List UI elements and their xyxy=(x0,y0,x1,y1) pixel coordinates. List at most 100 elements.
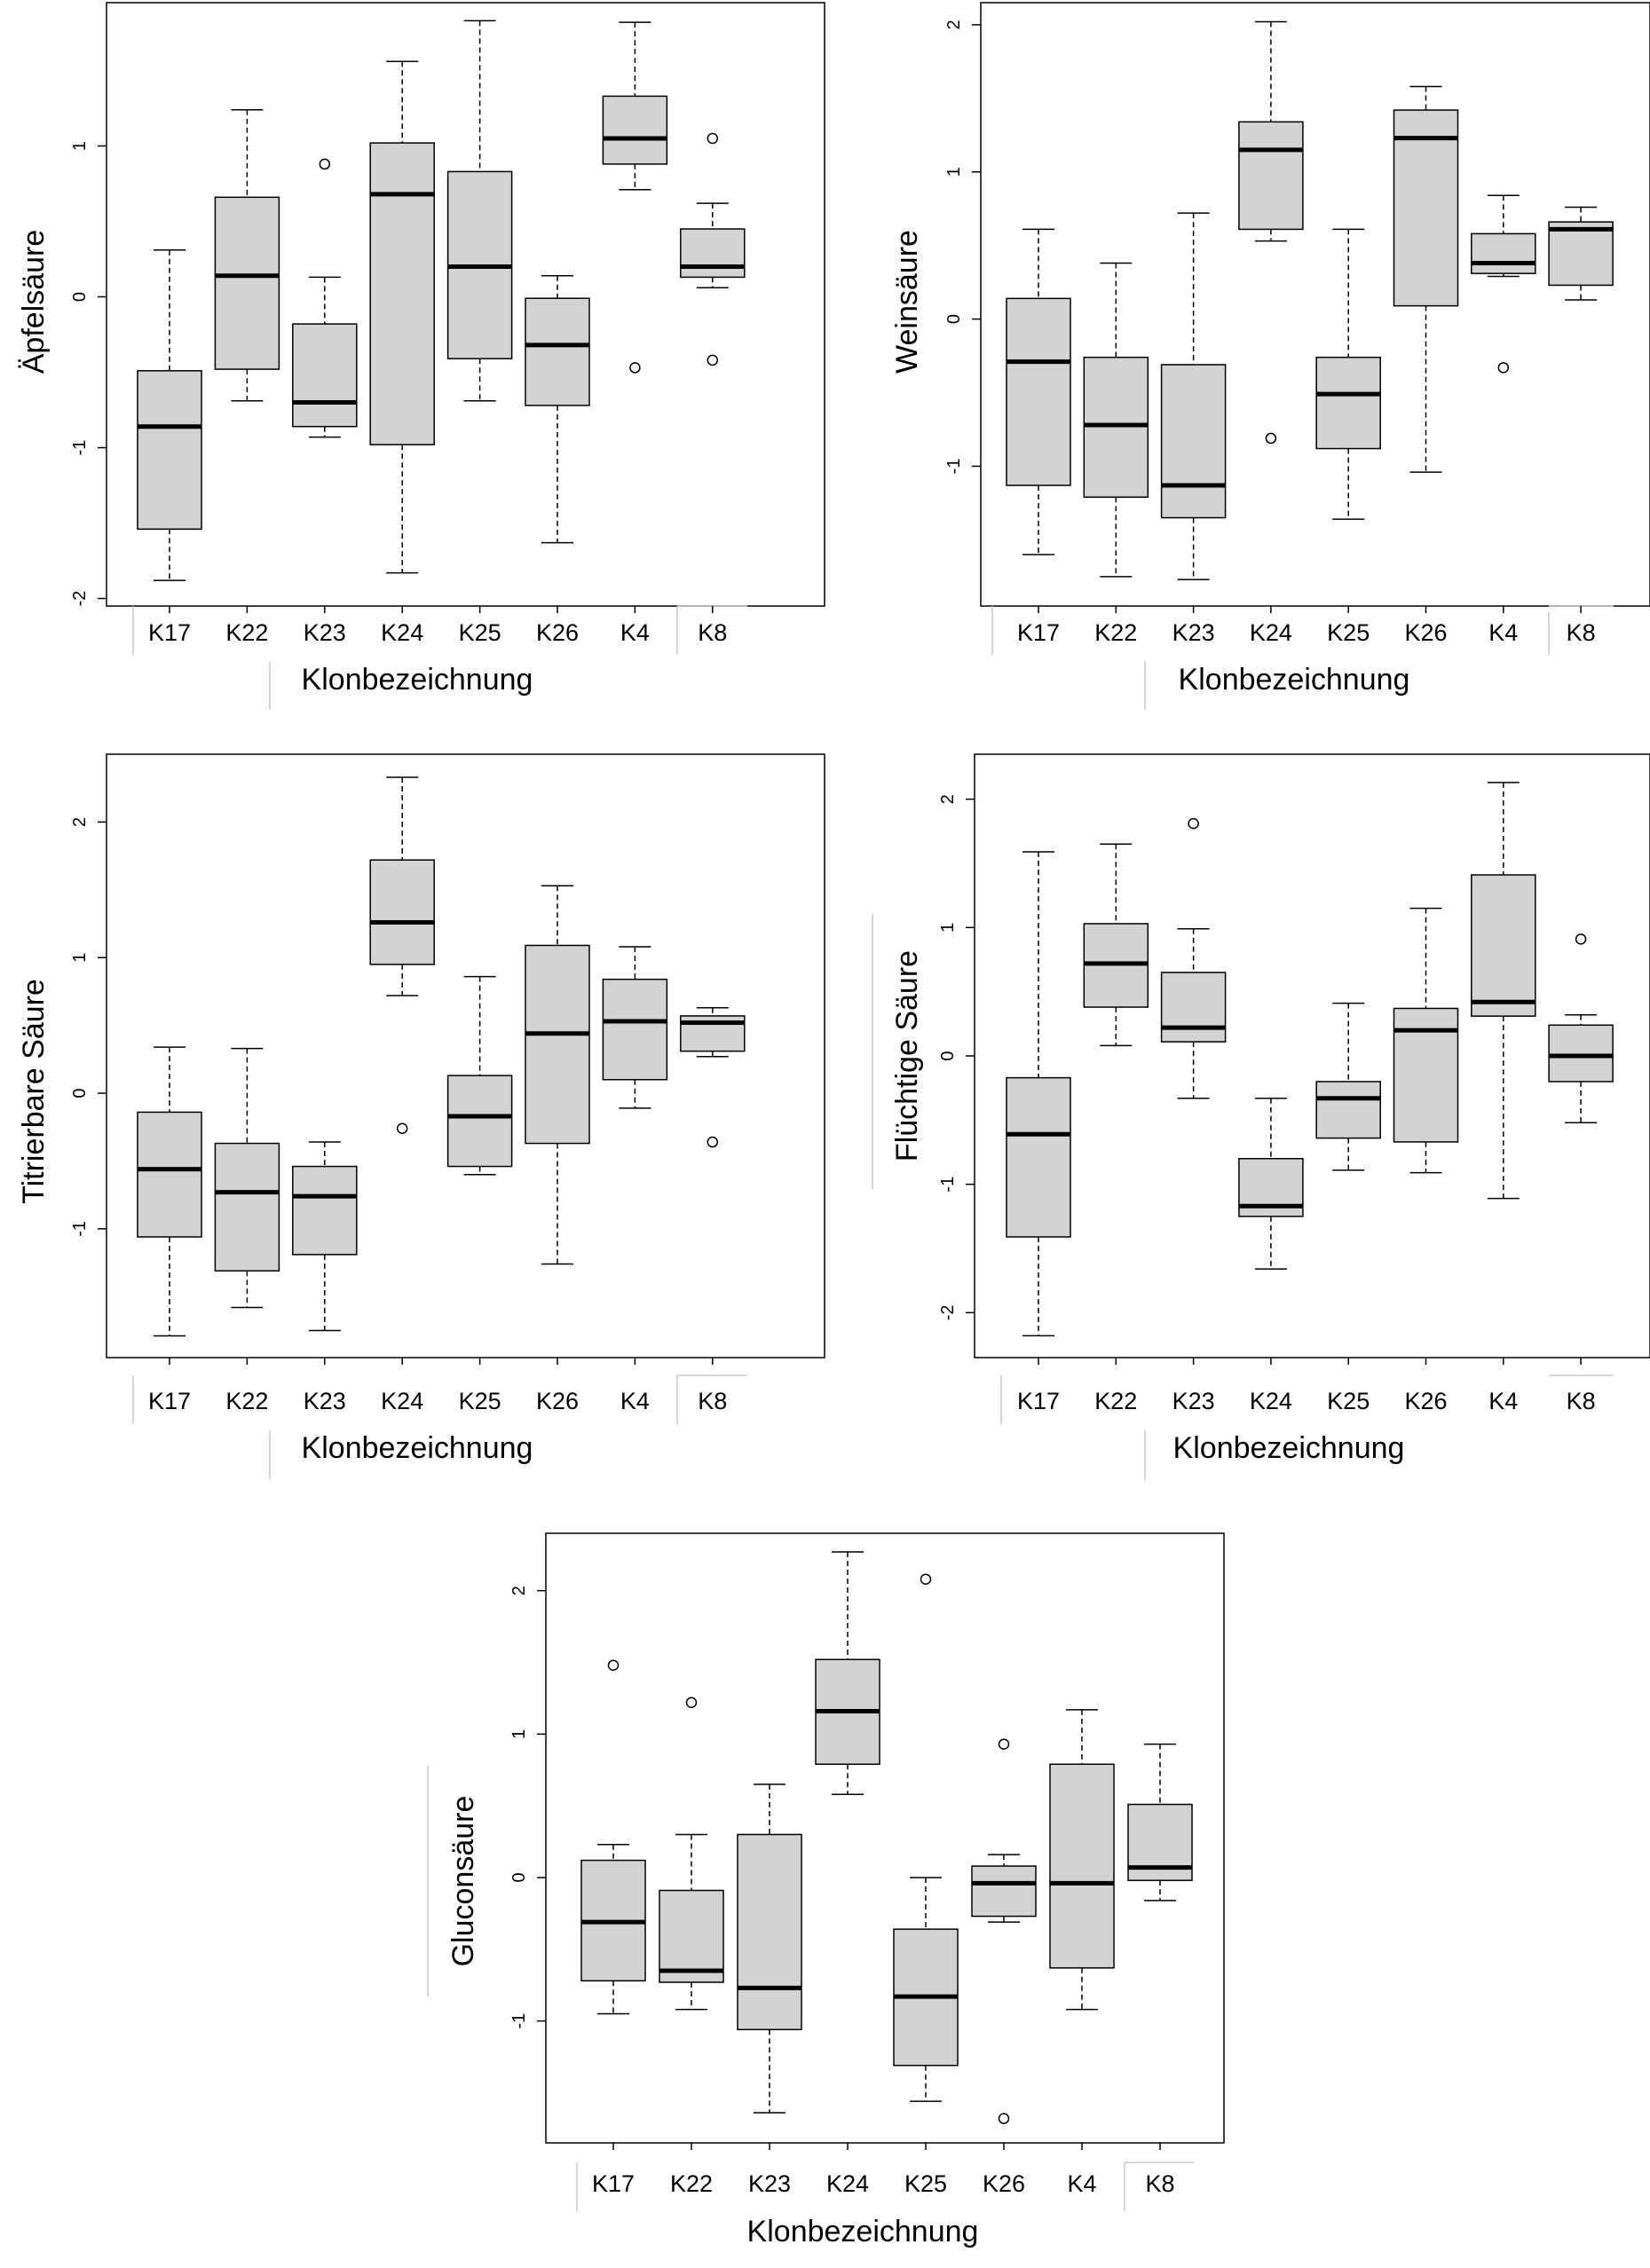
x-tick-label: K23 xyxy=(304,619,346,646)
x-axis-label: Klonbezeichnung xyxy=(1179,663,1410,697)
x-tick-label: K17 xyxy=(1017,1388,1060,1414)
y-axis-label: Äpfelsäure xyxy=(17,230,51,374)
iqr-box xyxy=(214,196,280,370)
x-axis-label: Klonbezeichnung xyxy=(747,2215,979,2248)
y-tick-label: -2 xyxy=(70,591,90,607)
boxplot-panel-1: -2 -1 0 1 K17 K22 K23 K24 K25 K26 K4 K8 Klonbezeichn… xyxy=(17,2,825,710)
outlier-point xyxy=(1188,817,1199,830)
outlier-point xyxy=(707,1136,719,1148)
iqr-box xyxy=(137,1111,202,1238)
box-K17 xyxy=(580,1659,646,2015)
iqr-box xyxy=(1160,972,1227,1043)
x-tick-label: K17 xyxy=(148,1388,191,1414)
y-tick-label: -1 xyxy=(938,1177,958,1193)
plot-frame xyxy=(106,2,825,607)
iqr-box xyxy=(971,1865,1037,1918)
y-tick-label: -1 xyxy=(944,459,964,475)
x-tick-label: K4 xyxy=(1067,2170,1096,2197)
x-tick-label: K4 xyxy=(1488,619,1518,646)
iqr-box xyxy=(1049,1763,1115,1969)
box-K24 xyxy=(369,776,435,1135)
x-tick-label: K4 xyxy=(620,1388,650,1414)
x-tick-label: K22 xyxy=(1094,619,1137,646)
y-tick-label: 2 xyxy=(944,20,964,29)
iqr-box xyxy=(602,978,668,1081)
outlier-point xyxy=(707,132,719,145)
box-K26 xyxy=(1393,907,1459,1174)
iqr-box xyxy=(680,228,746,279)
outlier-point xyxy=(998,1738,1010,1750)
plot-frame xyxy=(545,1532,1225,2144)
outlier-point xyxy=(1497,362,1510,374)
box-K25 xyxy=(1315,1002,1381,1171)
x-tick-label: K4 xyxy=(620,619,650,646)
y-tick-label: -1 xyxy=(70,1221,90,1237)
box-K23 xyxy=(737,1784,802,2114)
iqr-box xyxy=(1548,1024,1614,1083)
y-tick-label: -1 xyxy=(70,440,90,456)
box-K17 xyxy=(1006,851,1071,1337)
x-tick-label: K4 xyxy=(1488,1388,1518,1414)
iqr-box xyxy=(369,859,435,965)
box-K22 xyxy=(214,1047,280,1309)
y-tick-label: 0 xyxy=(70,1088,90,1098)
iqr-box xyxy=(525,297,590,406)
iqr-box xyxy=(525,944,590,1145)
box-K26 xyxy=(525,274,590,544)
outlier-point xyxy=(685,1697,698,1708)
box-K8 xyxy=(1127,1743,1193,1902)
y-tick-label: 2 xyxy=(70,817,90,827)
y-axis-label: Titrierbare Säure xyxy=(17,979,51,1204)
box-K24 xyxy=(1238,1097,1304,1270)
x-tick-label: K24 xyxy=(381,619,423,646)
box-K23 xyxy=(292,158,358,438)
outlier-point xyxy=(920,1573,932,1585)
x-tick-label: K22 xyxy=(225,1388,268,1414)
x-axis-label: Klonbezeichnung xyxy=(302,1431,533,1465)
box-K25 xyxy=(1315,228,1381,520)
iqr-box xyxy=(1548,221,1614,287)
y-tick-label: 0 xyxy=(944,314,964,324)
x-tick-label: K26 xyxy=(1404,619,1447,646)
x-tick-label: K22 xyxy=(225,619,268,646)
x-tick-label: K8 xyxy=(698,1388,727,1414)
y-tick-label: 1 xyxy=(70,953,90,963)
iqr-box xyxy=(1393,109,1459,307)
y-axis-label: Flüchtige Säure xyxy=(890,950,924,1162)
outlier-point xyxy=(396,1122,408,1135)
x-tick-label: K25 xyxy=(1327,619,1370,646)
boxplot-panel-3: -1 0 1 2 K17 K22 K23 K24 K25 K26 K4 K8 Klonbezeichnu… xyxy=(17,753,825,1480)
x-tick-label: K23 xyxy=(304,1388,346,1414)
iqr-box xyxy=(602,95,668,165)
plot-frame xyxy=(106,753,825,1358)
x-tick-label: K26 xyxy=(536,619,579,646)
x-tick-label: K25 xyxy=(459,1388,501,1414)
iqr-box xyxy=(137,370,202,531)
plot-frame xyxy=(980,2,1650,607)
box-K23 xyxy=(1160,212,1227,580)
x-tick-label: K25 xyxy=(904,2170,947,2197)
y-tick-label: -2 xyxy=(938,1304,958,1320)
iqr-box xyxy=(292,323,358,428)
box-K8 xyxy=(680,1007,746,1148)
box-K25 xyxy=(893,1573,959,2102)
box-K24 xyxy=(1238,20,1304,445)
x-tick-label: K26 xyxy=(1404,1388,1447,1414)
box-K23 xyxy=(1160,817,1227,1099)
outlier-point xyxy=(1575,933,1587,945)
x-tick-label: K26 xyxy=(536,1388,579,1414)
box-K17 xyxy=(137,249,202,581)
outlier-point xyxy=(629,362,641,374)
y-tick-label: 0 xyxy=(70,292,90,302)
outlier-point xyxy=(607,1659,620,1671)
box-K17 xyxy=(137,1046,202,1337)
iqr-box xyxy=(214,1142,280,1272)
box-K24 xyxy=(369,60,435,574)
iqr-box xyxy=(737,1833,802,2031)
iqr-box xyxy=(1238,121,1304,231)
box-K4 xyxy=(1049,1709,1115,2011)
box-K4 xyxy=(602,946,668,1109)
x-axis-label: Klonbezeichnung xyxy=(1173,1431,1405,1465)
box-K24 xyxy=(815,1551,880,1795)
